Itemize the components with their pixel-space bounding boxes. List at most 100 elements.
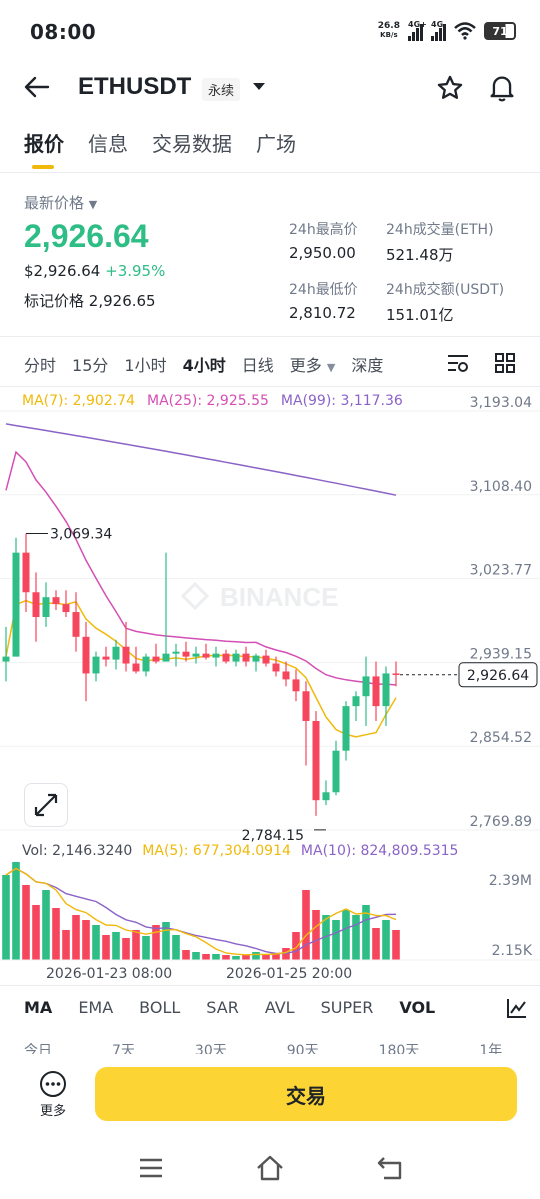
- indicator-ema[interactable]: EMA: [78, 998, 114, 1017]
- vol-ma5-line: [5, 867, 397, 956]
- candle-body: [342, 706, 350, 751]
- volume-bar: [162, 922, 170, 960]
- star-icon[interactable]: [436, 74, 464, 102]
- indicator-sar[interactable]: SAR: [206, 998, 239, 1017]
- range-180d[interactable]: 180天: [378, 1043, 420, 1054]
- range-90d[interactable]: 90天: [286, 1043, 319, 1054]
- candle-body: [122, 646, 130, 664]
- volume-bar: [172, 935, 180, 960]
- signal-icon-2: 4G: [431, 20, 446, 41]
- candle-body: [252, 655, 260, 662]
- symbol-title[interactable]: ETHUSDT: [78, 73, 192, 100]
- candle-body: [322, 792, 330, 801]
- volume-bar: [62, 930, 70, 960]
- interval-line[interactable]: 分时: [24, 356, 57, 375]
- candle-body: [42, 597, 50, 617]
- interval-more[interactable]: 更多 ▼: [289, 356, 336, 375]
- interval-1h[interactable]: 1小时: [124, 356, 167, 375]
- y-tick-label: 3,193.04: [470, 395, 532, 411]
- volume-bar: [292, 932, 300, 960]
- range-1y[interactable]: 1年: [479, 1043, 503, 1054]
- candle-body: [192, 653, 200, 657]
- bell-icon[interactable]: [488, 73, 516, 103]
- range-7d[interactable]: 7天: [112, 1043, 135, 1054]
- indicator-tabs: MA EMA BOLL SAR AVL SUPER VOL: [24, 998, 435, 1017]
- candle-body: [202, 653, 210, 658]
- ma99-line: [5, 423, 397, 496]
- volume-bar: [212, 954, 220, 960]
- volume-bar: [142, 936, 150, 960]
- interval-1d[interactable]: 日线: [241, 356, 274, 375]
- interval-bar: 分时 15分 1小时 4小时 日线 更多 ▼ 深度: [24, 352, 383, 376]
- candle-body: [172, 651, 180, 654]
- vol-ma5: MA(5): 677,304.0914: [142, 843, 291, 859]
- tab-trading-data[interactable]: 交易数据: [152, 132, 232, 156]
- interval-15m[interactable]: 15分: [72, 356, 109, 375]
- candle-body: [182, 651, 190, 657]
- range-today[interactable]: 今日: [24, 1043, 52, 1054]
- volume-bar: [382, 920, 390, 960]
- volume-bar: [122, 938, 130, 960]
- volume-bar: [102, 935, 110, 960]
- chart-settings-icon[interactable]: [446, 352, 470, 374]
- back-arrow-icon[interactable]: [24, 76, 50, 98]
- volume-bar: [132, 930, 140, 960]
- candle-body: [392, 673, 400, 675]
- volume-legend: Vol: 2,146.3240 MA(5): 677,304.0914 MA(1…: [22, 843, 458, 859]
- indicator-super[interactable]: SUPER: [320, 998, 374, 1017]
- interval-4h[interactable]: 4小时: [182, 356, 226, 375]
- candlestick-chart[interactable]: 3,193.04 3,108.40 3,023.77 2,939.15 2,854.52…: [0, 386, 540, 846]
- depth-tab[interactable]: 深度: [351, 356, 384, 375]
- volume-bar: [202, 954, 210, 960]
- range-30d[interactable]: 30天: [194, 1043, 227, 1054]
- indicator-boll[interactable]: BOLL: [139, 998, 181, 1017]
- candle-body: [162, 653, 170, 662]
- system-nav-bar: [0, 1140, 540, 1199]
- volume-bar: [342, 910, 350, 960]
- stat-low-value: 2,810.72: [289, 304, 356, 322]
- indicator-avl[interactable]: AVL: [264, 998, 295, 1017]
- ma7-label: MA(7): 2,902.74: [22, 393, 135, 409]
- net-speed: 26.8 KB/s: [377, 21, 400, 40]
- candle-body: [92, 656, 100, 674]
- indicator-ma[interactable]: MA: [24, 998, 53, 1017]
- candle-body: [262, 655, 270, 664]
- tab-info[interactable]: 信息: [88, 132, 128, 156]
- volume-bar: [2, 875, 10, 960]
- wifi-icon: [454, 22, 476, 40]
- watermark: BINANCE: [220, 582, 338, 612]
- menu-icon[interactable]: [139, 1158, 163, 1178]
- chevron-down-icon[interactable]: [252, 82, 266, 92]
- tab-quote[interactable]: 报价: [24, 128, 64, 169]
- candle-body: [2, 656, 10, 662]
- home-icon[interactable]: [256, 1155, 284, 1181]
- grid-layout-icon[interactable]: [495, 353, 515, 373]
- candle-body: [222, 653, 230, 662]
- fullscreen-button[interactable]: [24, 783, 68, 827]
- y-tick-label: 3,023.77: [470, 563, 532, 579]
- indicator-chart-icon[interactable]: [506, 997, 528, 1019]
- volume-bar: [262, 954, 270, 960]
- volume-bar: [152, 925, 160, 960]
- back-nav-icon[interactable]: [376, 1156, 404, 1180]
- ma25-line: [5, 450, 397, 686]
- candle-body: [272, 663, 280, 672]
- more-button[interactable]: 更多: [30, 1070, 76, 1119]
- trade-button[interactable]: 交易: [95, 1067, 517, 1121]
- volume-bar: [232, 956, 240, 960]
- candle-body: [332, 750, 340, 793]
- more-dots-icon: [40, 1071, 66, 1097]
- candle-body: [382, 673, 390, 707]
- y-tick-label: 2,769.89: [470, 814, 532, 830]
- indicator-vol[interactable]: VOL: [399, 998, 436, 1017]
- volume-bar: [12, 862, 20, 960]
- main-tabs: 报价 信息 交易数据 广场: [24, 128, 296, 169]
- battery-icon: 71: [484, 22, 516, 40]
- stat-high-label: 24h最高价: [289, 222, 358, 238]
- stat-turnover-label: 24h成交额(USDT): [386, 282, 505, 298]
- status-bar: 08:00 26.8 KB/s 4G+ 4G 71: [0, 0, 540, 60]
- last-price-label[interactable]: 最新价格 ▼: [24, 194, 98, 212]
- tab-square[interactable]: 广场: [256, 132, 296, 156]
- stat-high-value: 2,950.00: [289, 244, 356, 262]
- volume-chart[interactable]: 2.39M 2.15K 2026-01-23 08:00 2026-01-25 20:…: [0, 860, 540, 985]
